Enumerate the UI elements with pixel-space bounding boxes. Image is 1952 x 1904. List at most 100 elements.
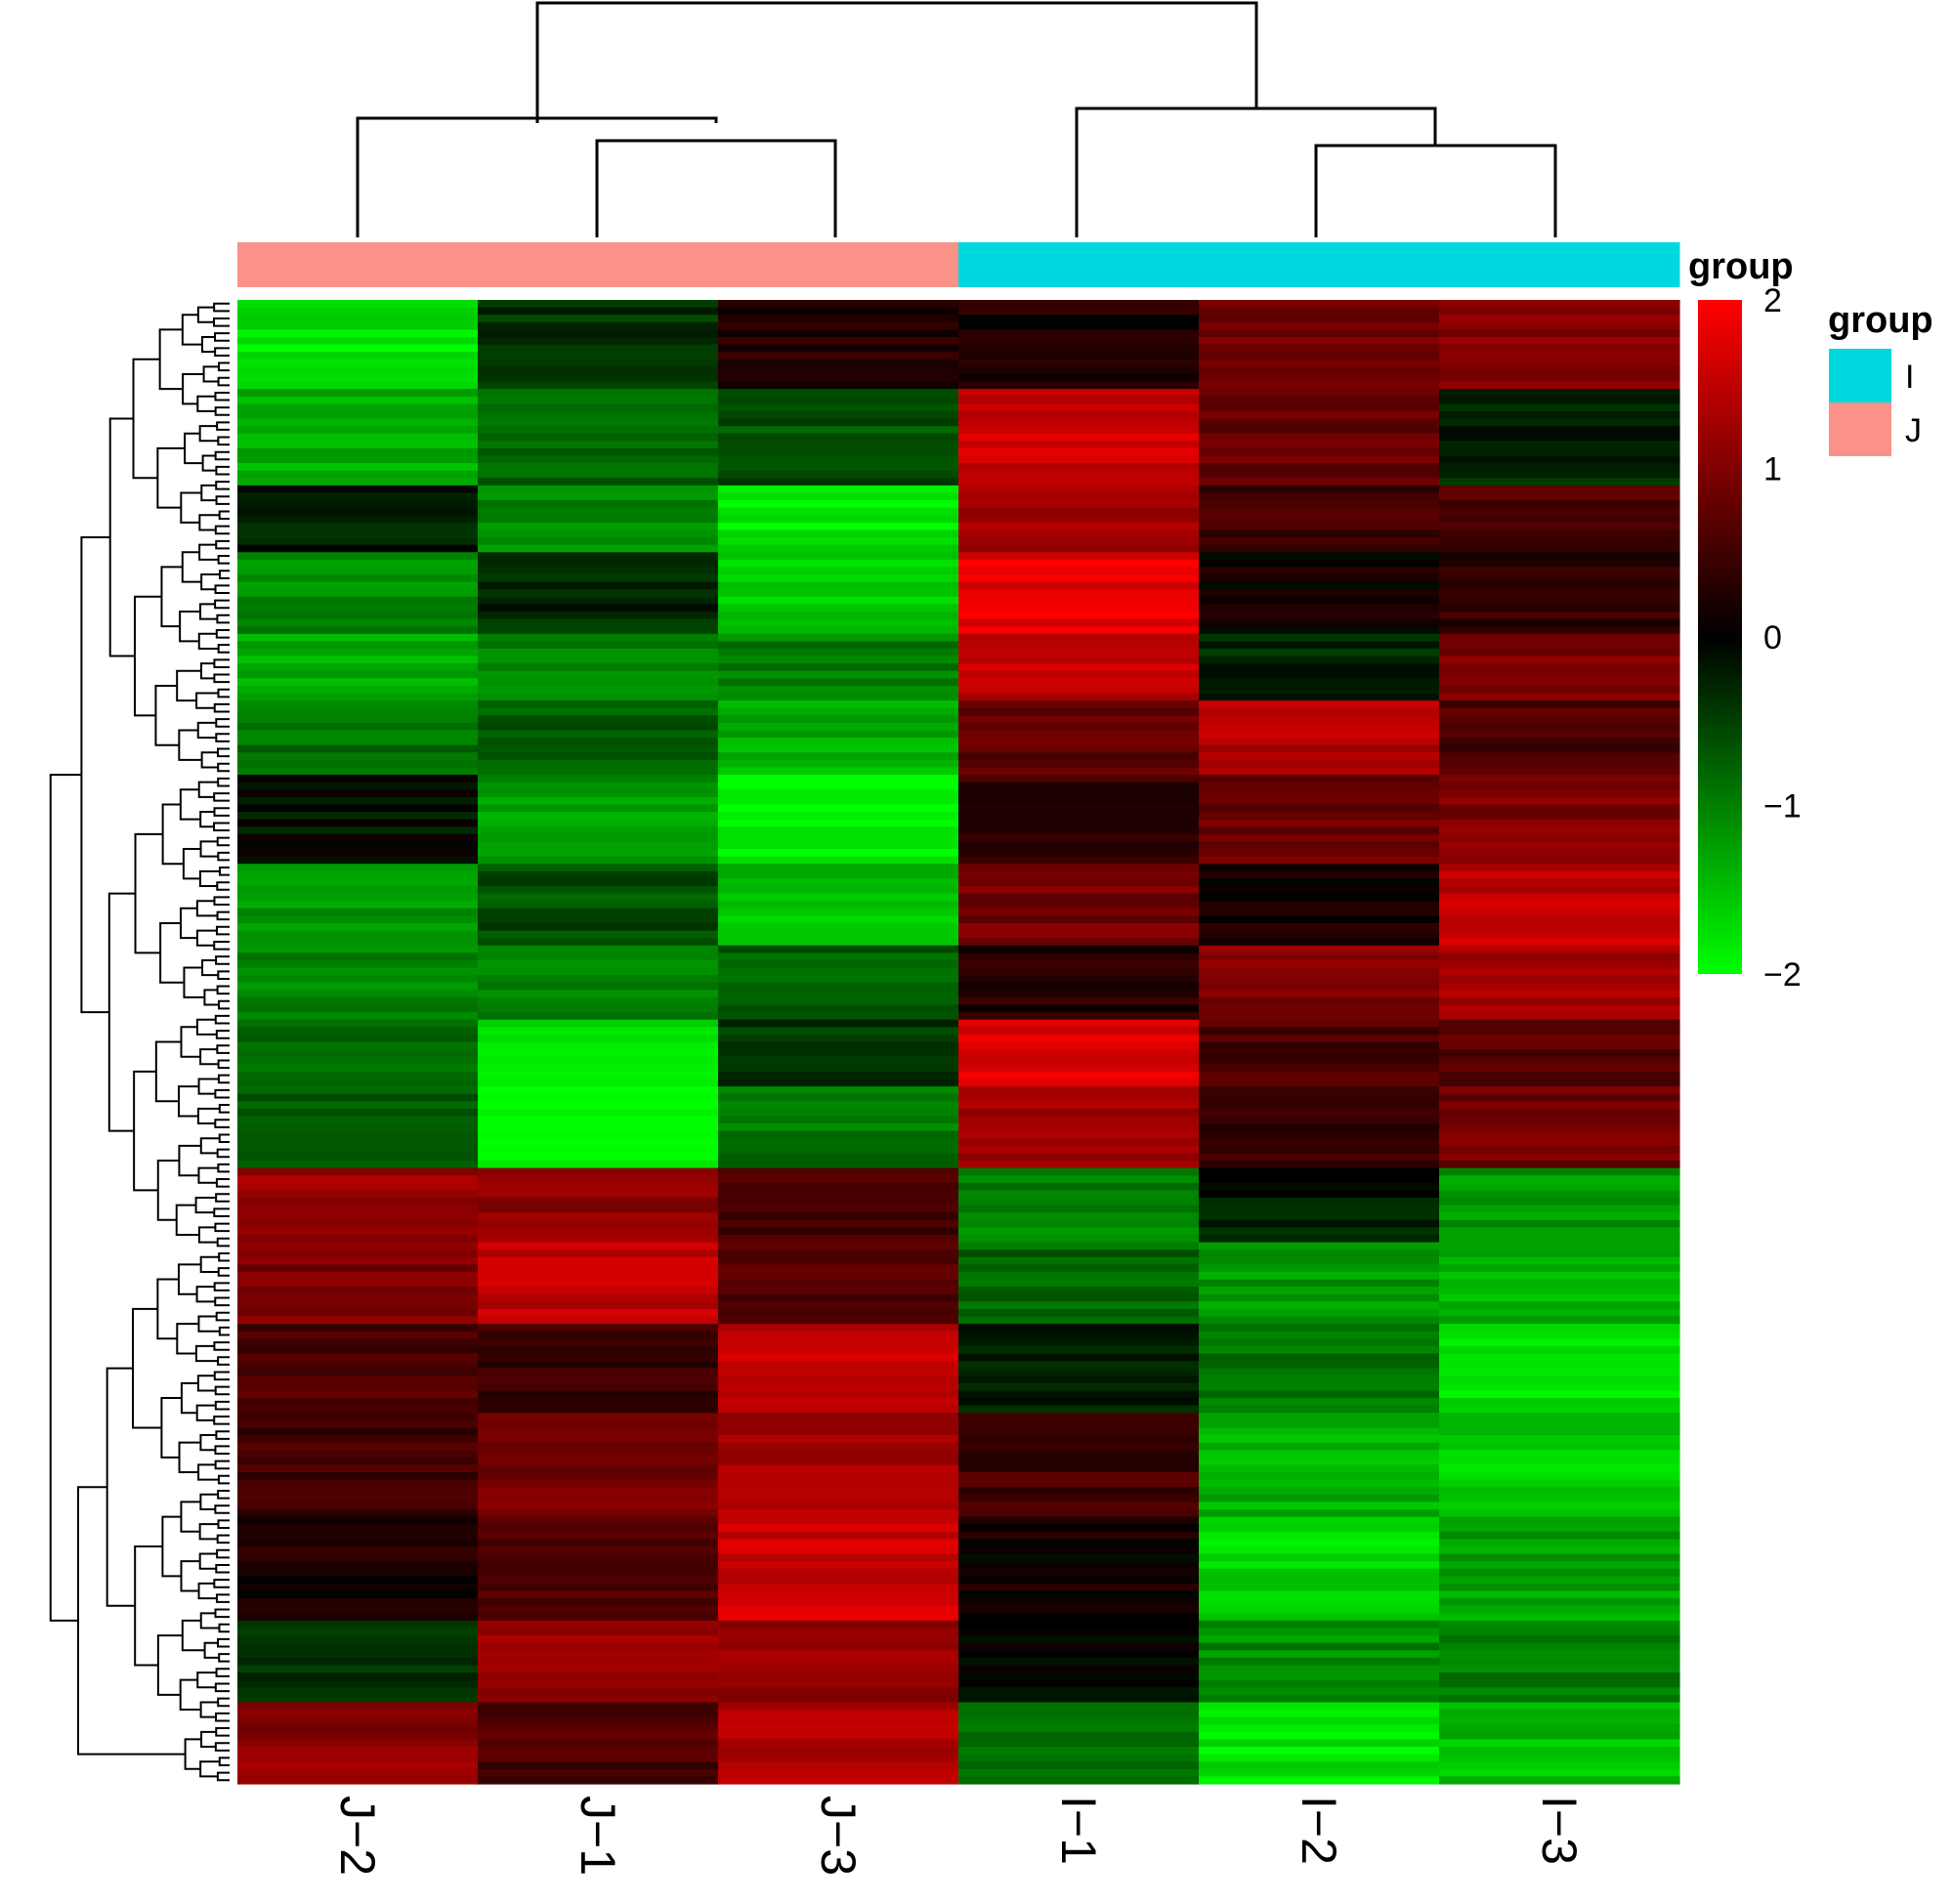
heatmap-cell <box>478 1145 719 1155</box>
heatmap-cell <box>1199 826 1440 835</box>
heatmap-cell <box>478 1256 719 1265</box>
row-dendro-link <box>161 1515 182 1578</box>
heatmap-cell <box>958 1657 1200 1667</box>
heatmap-cell <box>718 1086 959 1095</box>
heatmap-cell <box>718 663 959 672</box>
heatmap-cell <box>958 485 1200 494</box>
heatmap-cell <box>718 1620 959 1629</box>
heatmap-cell <box>478 1747 719 1756</box>
heatmap-cell <box>237 982 479 991</box>
heatmap-cell <box>718 559 959 569</box>
heatmap-cell <box>1199 1079 1440 1087</box>
group-legend: group IJ <box>1828 300 1933 456</box>
heatmap-cell <box>958 641 1200 650</box>
heatmap-cell <box>237 922 479 932</box>
heatmap-cell <box>478 1464 719 1473</box>
heatmap-cell <box>1439 759 1680 769</box>
heatmap-cell <box>1439 1494 1680 1502</box>
heatmap-cell <box>1199 1182 1440 1191</box>
heatmap-cell <box>237 938 479 947</box>
heatmap-cell <box>478 1375 719 1384</box>
heatmap-cell <box>1439 1153 1680 1162</box>
row-dendro-link <box>158 328 184 391</box>
heatmap-cell <box>1199 990 1440 998</box>
heatmap-cell <box>478 1004 719 1013</box>
heatmap-cell <box>958 1175 1200 1184</box>
heatmap-cell <box>1439 470 1680 479</box>
heatmap-cell <box>478 1694 719 1704</box>
heatmap-cell <box>718 315 959 323</box>
heatmap-cell <box>1199 1161 1440 1169</box>
heatmap-cell <box>718 1079 959 1087</box>
heatmap-cell <box>1199 886 1440 895</box>
heatmap-cell <box>478 1056 719 1065</box>
heatmap-cell <box>958 1583 1200 1592</box>
heatmap-cell <box>478 1716 719 1725</box>
row-dendro-link <box>218 1326 230 1336</box>
heatmap-cell <box>478 618 719 627</box>
heatmap-cell <box>1439 1479 1680 1488</box>
heatmap-cell <box>1199 707 1440 716</box>
heatmap-cell <box>478 552 719 561</box>
heatmap-cell <box>478 478 719 487</box>
heatmap-cell <box>1199 1361 1440 1370</box>
heatmap-cell <box>1199 908 1440 916</box>
row-dendro-link <box>176 1323 199 1355</box>
row-dendro-link <box>134 832 163 954</box>
row-dendro-link <box>213 1579 230 1588</box>
heatmap-cell <box>718 1545 959 1555</box>
heatmap-cell <box>1199 1101 1440 1110</box>
heatmap-cell <box>718 856 959 865</box>
heatmap-cell <box>718 700 959 709</box>
heatmap-cell <box>1199 1167 1440 1176</box>
heatmap-cell <box>1439 864 1680 872</box>
heatmap-cell <box>237 396 479 404</box>
heatmap-cell <box>958 389 1200 398</box>
heatmap-cell <box>478 515 719 524</box>
heatmap-cell <box>237 685 479 695</box>
row-dendro-link <box>218 1653 230 1663</box>
heatmap-cell <box>718 1027 959 1036</box>
heatmap-cell <box>237 864 479 872</box>
heatmap-cell <box>718 359 959 367</box>
heatmap-cell <box>958 1620 1200 1629</box>
heatmap-cell <box>237 1345 479 1355</box>
heatmap-cell <box>958 996 1200 1006</box>
heatmap-cell <box>1439 1130 1680 1139</box>
heatmap-cell <box>718 1019 959 1028</box>
heatmap-cell <box>237 1724 479 1733</box>
heatmap-cell <box>958 878 1200 887</box>
heatmap-cell <box>958 1308 1200 1318</box>
heatmap-cell <box>237 959 479 969</box>
heatmap-cell <box>1439 633 1680 642</box>
heatmap-cell <box>1199 1710 1440 1718</box>
heatmap-cell <box>237 1450 479 1459</box>
heatmap-cell <box>1199 722 1440 732</box>
heatmap-cell <box>718 1034 959 1043</box>
heatmap-cell <box>237 1086 479 1095</box>
row-dendro-link <box>200 1730 217 1749</box>
heatmap-cell <box>1439 507 1680 516</box>
heatmap-cell <box>718 945 959 953</box>
heatmap-cell <box>958 1093 1200 1102</box>
heatmap-cell <box>237 1702 479 1711</box>
heatmap-cell <box>478 1197 719 1206</box>
heatmap-cell <box>478 1628 719 1636</box>
heatmap-cell <box>718 300 959 309</box>
heatmap-cell <box>237 1413 479 1421</box>
heatmap-cell <box>1199 1650 1440 1659</box>
heatmap-cell <box>958 359 1200 367</box>
heatmap-cell <box>718 996 959 1006</box>
heatmap-cell <box>478 833 719 843</box>
heatmap-cell <box>718 1710 959 1718</box>
heatmap-cell <box>1439 315 1680 323</box>
heatmap-cell <box>237 767 479 776</box>
heatmap-cell <box>478 1130 719 1139</box>
heatmap-cell <box>958 611 1200 620</box>
heatmap-cell <box>1439 1256 1680 1265</box>
row-dendro-link <box>195 929 217 947</box>
heatmap-cell <box>1199 930 1440 939</box>
heatmap-cell <box>237 500 479 509</box>
heatmap-cell <box>237 470 479 479</box>
heatmap-cell <box>478 1108 719 1118</box>
